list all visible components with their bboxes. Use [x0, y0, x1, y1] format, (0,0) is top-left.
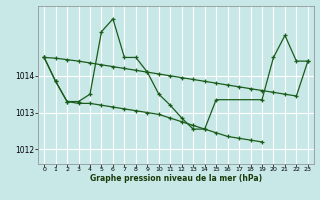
X-axis label: Graphe pression niveau de la mer (hPa): Graphe pression niveau de la mer (hPa) — [90, 174, 262, 183]
